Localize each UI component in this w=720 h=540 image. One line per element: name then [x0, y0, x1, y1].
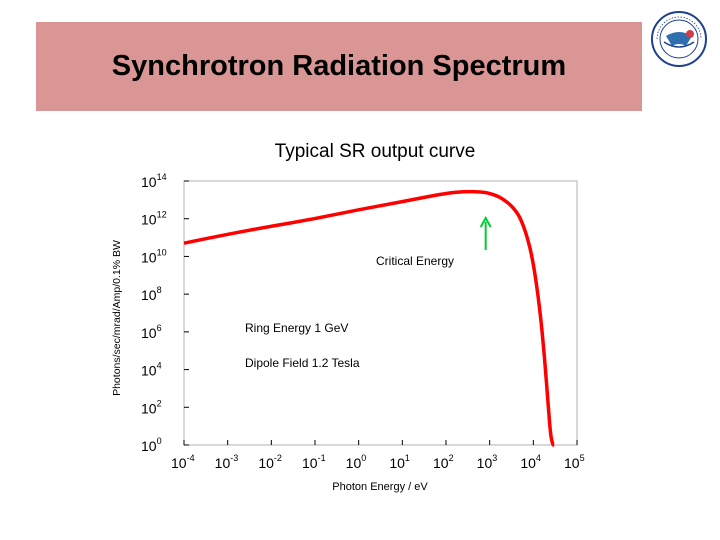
- critical-energy-arrow: [479, 215, 492, 250]
- y-tick-label: 100: [141, 436, 162, 454]
- y-tick-base: 10: [141, 249, 157, 265]
- x-tick-label: 105: [564, 453, 585, 471]
- y-tick-label: 1014: [141, 172, 167, 190]
- x-tick-base: 10: [433, 455, 449, 471]
- x-tick-base: 10: [302, 455, 318, 471]
- x-tick-exponent: 4: [536, 453, 541, 463]
- arrow-head: [479, 215, 492, 228]
- x-axis-ticks: 10-4 10-3 10-2 10-1 100 101 102 103 104 105: [171, 440, 585, 471]
- x-tick-exponent: 1: [405, 453, 410, 463]
- x-tick-base: 10: [389, 455, 405, 471]
- x-tick-label: 100: [346, 453, 367, 471]
- x-tick-base: 10: [171, 455, 187, 471]
- y-tick-label: 1010: [141, 247, 167, 265]
- y-tick-base: 10: [141, 212, 157, 228]
- x-tick-base: 10: [346, 455, 362, 471]
- series-line: [183, 189, 556, 447]
- x-tick-exponent: 5: [580, 453, 585, 463]
- y-tick-exponent: 0: [157, 436, 162, 446]
- y-tick-base: 10: [141, 400, 157, 416]
- y-tick-label: 102: [141, 398, 162, 416]
- y-tick-base: 10: [141, 174, 157, 190]
- x-tick-base: 10: [520, 455, 536, 471]
- x-tick-exponent: -3: [230, 453, 238, 463]
- x-tick-exponent: -4: [187, 453, 195, 463]
- y-tick-base: 10: [141, 438, 157, 454]
- x-tick-exponent: 2: [449, 453, 454, 463]
- y-tick-base: 10: [141, 325, 157, 341]
- y-tick-exponent: 6: [157, 323, 162, 333]
- x-tick-base: 10: [258, 455, 274, 471]
- x-tick-label: 10-3: [215, 453, 239, 471]
- y-tick-base: 10: [141, 363, 157, 379]
- y-tick-label: 104: [141, 361, 162, 379]
- x-tick-exponent: -1: [318, 453, 326, 463]
- x-tick-label: 101: [389, 453, 410, 471]
- x-tick-base: 10: [215, 455, 231, 471]
- x-tick-base: 10: [477, 455, 493, 471]
- y-tick-exponent: 10: [157, 247, 167, 257]
- y-tick-exponent: 12: [157, 210, 167, 220]
- x-tick-exponent: 3: [492, 453, 497, 463]
- annotation-ring-energy: Ring Energy 1 GeV: [245, 321, 348, 335]
- x-tick-label: 10-2: [258, 453, 282, 471]
- x-tick-exponent: 0: [361, 453, 366, 463]
- title-banner: Synchrotron Radiation Spectrum: [36, 22, 642, 111]
- y-tick-exponent: 14: [157, 172, 167, 182]
- y-tick-label: 1012: [141, 210, 167, 228]
- x-tick-label: 10-4: [171, 453, 195, 471]
- x-tick-label: 103: [477, 453, 498, 471]
- x-tick-label: 102: [433, 453, 454, 471]
- x-tick-exponent: -2: [274, 453, 282, 463]
- chart-title: Typical SR output curve: [275, 141, 476, 162]
- y-tick-label: 106: [141, 323, 162, 341]
- annotation-critical-energy: Critical Energy: [376, 254, 454, 268]
- slide-title: Synchrotron Radiation Spectrum: [111, 50, 567, 82]
- x-tick-label: 104: [520, 453, 541, 471]
- plot-frame: [183, 180, 578, 446]
- institute-emblem-icon: [651, 11, 707, 67]
- annotation-dipole-field: Dipole Field 1.2 Tesla: [245, 356, 360, 370]
- y-tick-exponent: 2: [157, 398, 162, 408]
- x-tick-base: 10: [564, 455, 580, 471]
- x-tick-label: 10-1: [302, 453, 326, 471]
- y-tick-base: 10: [141, 287, 157, 303]
- y-axis-label: Photons/sec/mrad/Amp/0.1% BW: [111, 240, 123, 396]
- y-tick-exponent: 8: [157, 285, 162, 295]
- y-tick-label: 108: [141, 285, 162, 303]
- x-axis-label: Photon Energy / eV: [332, 481, 428, 493]
- y-tick-exponent: 4: [157, 361, 162, 371]
